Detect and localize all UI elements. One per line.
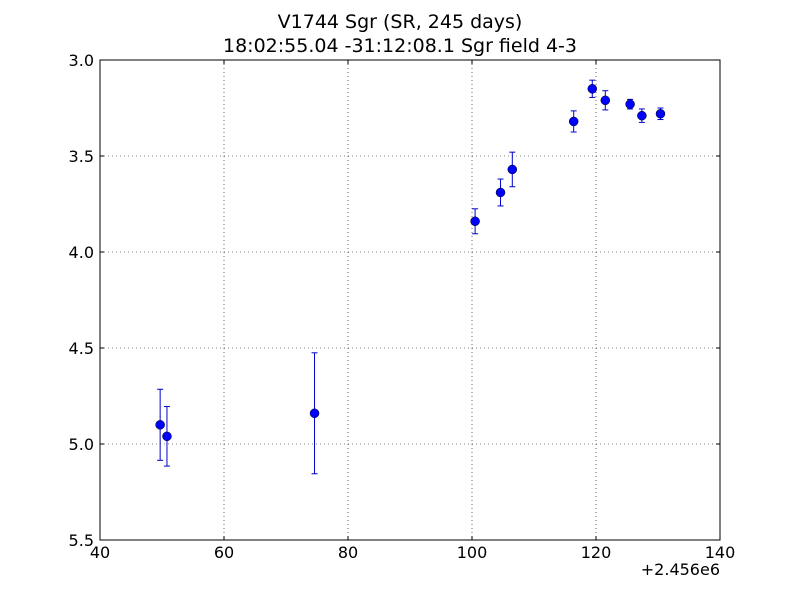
y-tick-label: 4.0 (69, 243, 94, 262)
x-offset-label: +2.456e6 (641, 560, 720, 579)
y-tick-label: 3.5 (69, 147, 94, 166)
chart-title: V1744 Sgr (SR, 245 days) (277, 11, 523, 33)
y-tick-label: 5.0 (69, 435, 94, 454)
data-point (587, 84, 598, 94)
y-tick-label: 3.0 (69, 51, 94, 70)
x-tick-label: 100 (457, 543, 488, 562)
data-point (470, 216, 480, 227)
data-point (495, 187, 506, 198)
x-tick-label: 140 (705, 543, 736, 562)
data-point (637, 110, 647, 121)
data-point (655, 109, 666, 119)
y-tick-label: 5.5 (69, 531, 94, 550)
x-tick-label: 120 (581, 543, 612, 562)
y-tick-label: 4.5 (69, 339, 94, 358)
x-tick-label: 40 (90, 543, 110, 562)
data-point (155, 420, 165, 430)
x-tick-label: 60 (214, 543, 234, 562)
data-point (600, 95, 611, 106)
data-point (625, 99, 635, 109)
data-point (162, 431, 172, 442)
data-point (309, 408, 320, 419)
plot-frame (99, 59, 721, 541)
x-tick-label: 80 (338, 543, 358, 562)
data-point (568, 116, 579, 127)
data-point (507, 164, 518, 175)
chart-subtitle: 18:02:55.04 -31:12:08.1 Sgr field 4-3 (223, 35, 577, 57)
